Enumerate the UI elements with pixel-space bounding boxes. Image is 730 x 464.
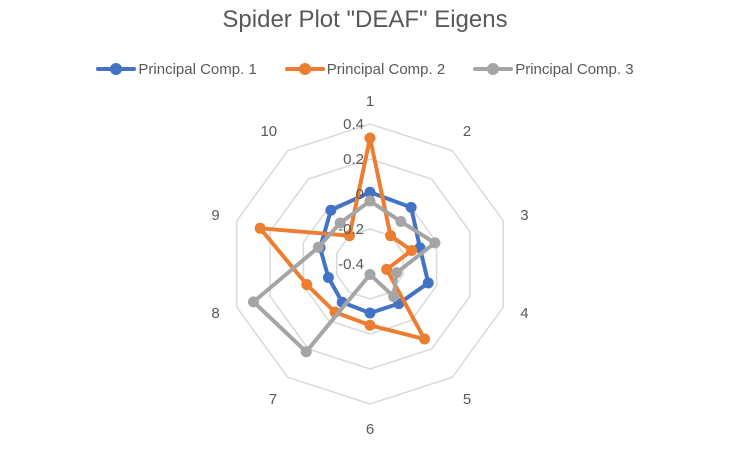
series-3-point-1 bbox=[364, 195, 376, 207]
series-3-point-7 bbox=[300, 346, 312, 358]
series-3-point-5 bbox=[388, 291, 400, 303]
series-3-point-9 bbox=[312, 241, 324, 253]
category-label-3: 3 bbox=[520, 207, 528, 224]
radial-tick-label: 0 bbox=[356, 186, 364, 203]
legend-item-series-1[interactable]: Principal Comp. 1 bbox=[96, 59, 257, 79]
series-1-point-10 bbox=[325, 204, 337, 216]
grid-ring-1 bbox=[335, 228, 405, 300]
grid-ring-4 bbox=[236, 123, 504, 405]
radial-tick-label: 0.2 bbox=[343, 151, 364, 168]
category-label-6: 6 bbox=[366, 421, 374, 438]
category-label-10: 10 bbox=[260, 123, 277, 140]
series-2-point-4 bbox=[381, 263, 393, 275]
legend-marker-series-3 bbox=[473, 63, 514, 75]
legend-item-series-3[interactable]: Principal Comp. 3 bbox=[473, 59, 634, 79]
category-label-5: 5 bbox=[463, 391, 471, 408]
series-3-point-6 bbox=[364, 269, 376, 280]
series-1-point-6 bbox=[364, 307, 376, 319]
series-2-point-8 bbox=[301, 279, 313, 291]
category-label-8: 8 bbox=[211, 305, 219, 322]
series-2-point-10 bbox=[343, 230, 355, 242]
legend-marker-series-2 bbox=[284, 63, 325, 75]
radial-tick-label: 0.4 bbox=[343, 116, 364, 133]
series-2-point-9 bbox=[254, 222, 266, 234]
series-2-point-2 bbox=[385, 230, 397, 242]
radial-tick-label: -0.2 bbox=[338, 221, 364, 238]
series-1-point-4 bbox=[422, 277, 434, 289]
series-2-point-5 bbox=[419, 333, 431, 345]
category-label-7: 7 bbox=[269, 391, 277, 408]
legend-item-series-2[interactable]: Principal Comp. 2 bbox=[284, 59, 446, 79]
legend-marker-series-1 bbox=[96, 63, 137, 75]
category-label-1: 1 bbox=[366, 93, 374, 110]
series-3-point-2 bbox=[395, 216, 407, 228]
chart-legend: Principal Comp. 1 Principal Comp. 2 Prin… bbox=[0, 59, 730, 79]
grid-ring-3 bbox=[269, 158, 471, 370]
series-2-point-6 bbox=[364, 319, 376, 331]
radial-tick-label: -0.4 bbox=[338, 256, 364, 273]
series-3-point-8 bbox=[247, 296, 259, 308]
series-1-point-2 bbox=[405, 201, 417, 213]
chart-title: Spider Plot "DEAF" Eigens bbox=[222, 6, 508, 33]
series-1-point-1 bbox=[364, 186, 376, 198]
legend-label-series-2: Principal Comp. 2 bbox=[326, 60, 446, 78]
category-label-2: 2 bbox=[463, 123, 471, 140]
series-2-point-1 bbox=[364, 132, 376, 144]
category-label-9: 9 bbox=[211, 207, 219, 224]
category-label-4: 4 bbox=[520, 305, 528, 322]
legend-label-series-1: Principal Comp. 1 bbox=[138, 60, 257, 78]
series-1-point-8 bbox=[322, 272, 334, 284]
series-3-point-10 bbox=[334, 217, 346, 229]
series-3-point-3 bbox=[429, 237, 441, 249]
series-2-point-3 bbox=[406, 244, 418, 256]
series-3-point-4 bbox=[391, 267, 403, 279]
legend-label-series-3: Principal Comp. 3 bbox=[515, 60, 634, 78]
